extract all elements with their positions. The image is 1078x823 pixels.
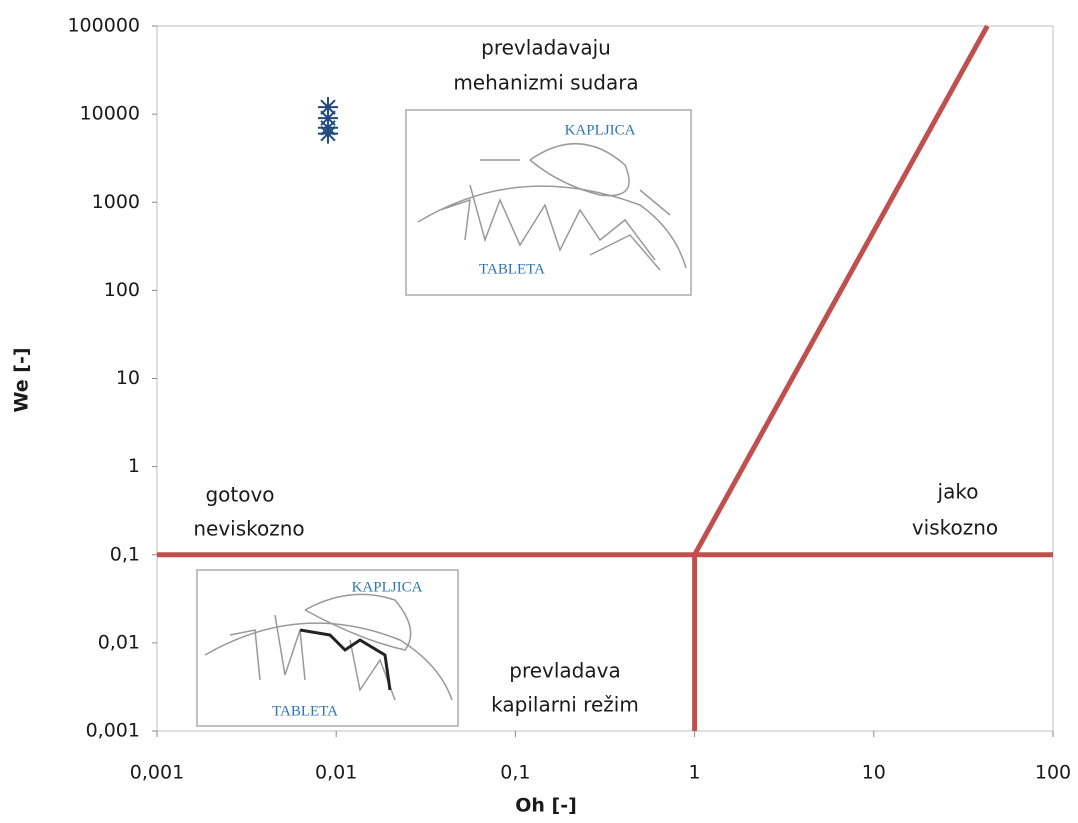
y-tick-label: 1000 — [92, 191, 140, 213]
inset-label: KAPLJICA — [352, 579, 423, 595]
y-tick-label: 100 — [104, 279, 140, 301]
annotation: jako — [937, 480, 979, 504]
x-tick-label: 0,001 — [130, 762, 184, 784]
x-tick-label: 10 — [862, 762, 886, 784]
data-point — [318, 97, 338, 118]
y-tick-label: 10000 — [80, 103, 140, 125]
annotation: neviskozno — [193, 517, 304, 541]
annotation: gotovo — [205, 483, 274, 507]
inset-path — [299, 628, 392, 691]
inset-frame — [405, 109, 692, 296]
inset-collision: KAPLJICA TABLETA — [405, 109, 692, 296]
x-tick-label: 0,01 — [315, 762, 357, 784]
annotation: kapilarni režim — [491, 693, 639, 717]
inset-capillary: KAPLJICA TABLETA — [196, 569, 459, 727]
inset-drop — [304, 593, 412, 651]
data-point — [318, 123, 338, 144]
x-tick-label: 1 — [689, 762, 701, 784]
inset-frame — [196, 569, 459, 727]
boundary-line — [692, 24, 990, 556]
y-tick-label: 10 — [116, 367, 140, 389]
annotation: prevladava — [509, 659, 620, 683]
y-axis-label: We [-] — [11, 347, 33, 412]
annotation: mehanizmi sudara — [453, 71, 638, 95]
inset-drop — [480, 142, 671, 216]
x-tick-label: 0,1 — [500, 762, 530, 784]
annotation: prevladavaju — [481, 36, 611, 60]
annotation: viskozno — [912, 516, 998, 540]
y-tick-label: 100000 — [67, 15, 140, 37]
y-tick-label: 0,1 — [110, 543, 140, 565]
x-axis-label: Oh [-] — [515, 795, 577, 817]
inset-label: TABLETA — [272, 703, 338, 719]
y-tick-label: 1 — [128, 455, 140, 477]
inset-label: TABLETA — [479, 261, 545, 277]
y-tick-label: 0,001 — [86, 720, 140, 742]
x-tick-label: 100 — [1035, 762, 1071, 784]
inset-label: KAPLJICA — [565, 122, 636, 138]
y-tick-label: 0,01 — [98, 631, 140, 653]
inset-drawing — [204, 614, 453, 701]
